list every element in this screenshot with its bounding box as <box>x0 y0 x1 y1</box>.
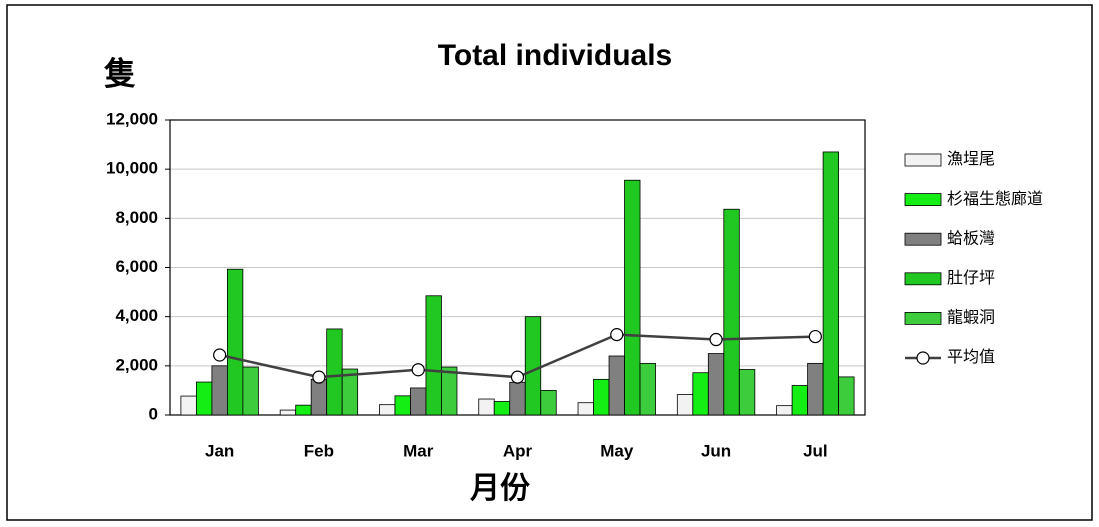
legend-swatch <box>904 232 942 246</box>
y-tick-label: 0 <box>149 404 158 423</box>
marker <box>610 328 624 342</box>
legend-label: 漁埕尾 <box>947 150 995 168</box>
y-tick-label: 12,000 <box>106 109 158 128</box>
bar <box>838 376 855 416</box>
legend-swatch <box>904 193 942 207</box>
y-tick-label: 2,000 <box>115 355 158 374</box>
bar <box>776 405 793 416</box>
bar <box>639 362 656 416</box>
bar <box>624 179 641 416</box>
bar <box>738 369 756 416</box>
bar <box>310 378 328 416</box>
legend-marker <box>916 351 930 365</box>
legend-label: 平均值 <box>947 348 995 366</box>
bar <box>410 387 427 416</box>
y-tick-label: 4,000 <box>115 306 158 325</box>
marker <box>411 363 425 377</box>
bar <box>692 372 709 416</box>
y-tick-label: 10,000 <box>106 159 158 178</box>
bar <box>211 365 228 416</box>
legend-swatch <box>904 272 942 286</box>
bar <box>279 409 297 416</box>
legend-swatch <box>904 311 942 325</box>
bar <box>509 381 526 416</box>
bar <box>723 208 740 416</box>
bar <box>326 328 343 416</box>
x-tick-label: Feb <box>304 441 334 460</box>
legend-label: 肚仔坪 <box>947 269 995 287</box>
bar <box>676 394 694 416</box>
bar <box>195 381 213 416</box>
bar <box>379 404 396 416</box>
bar <box>242 366 259 416</box>
marker <box>709 332 723 347</box>
legend-label: 蛤板灣 <box>947 229 995 247</box>
x-axis-label: 月份 <box>470 471 530 506</box>
bar <box>295 404 312 416</box>
y-tick-label: 8,000 <box>115 208 158 227</box>
bar <box>493 401 511 416</box>
chart-frame <box>6 4 1093 521</box>
x-tick-label: Jan <box>205 441 234 460</box>
x-tick-label: Mar <box>403 441 434 460</box>
bar <box>540 390 557 416</box>
bar <box>593 378 610 416</box>
bar <box>608 355 625 416</box>
marker <box>510 370 525 384</box>
x-tick-label: Jun <box>701 441 731 460</box>
bar <box>394 395 411 416</box>
bar <box>478 398 495 416</box>
bar <box>524 316 542 416</box>
bar <box>425 295 442 416</box>
bar <box>707 353 725 416</box>
legend-label: 杉福生態廊道 <box>947 190 1043 208</box>
x-tick-label: Jul <box>803 441 828 460</box>
marker <box>808 329 822 344</box>
marker <box>213 348 227 362</box>
legend-label: 龍蝦洞 <box>947 309 995 327</box>
y-tick-label: 6,000 <box>115 257 158 276</box>
bar <box>180 395 197 416</box>
legend-swatch <box>904 153 942 167</box>
y-axis-label: 隻 <box>104 55 136 93</box>
bar <box>226 268 244 416</box>
marker <box>312 370 326 384</box>
chart-title: Total individuals <box>438 39 672 72</box>
bar <box>341 368 359 416</box>
bar <box>577 402 594 416</box>
x-tick-label: May <box>600 441 634 460</box>
x-tick-label: Apr <box>503 441 533 460</box>
bar <box>441 366 458 416</box>
bar <box>807 362 824 416</box>
bar <box>791 385 809 416</box>
bar <box>822 151 840 416</box>
